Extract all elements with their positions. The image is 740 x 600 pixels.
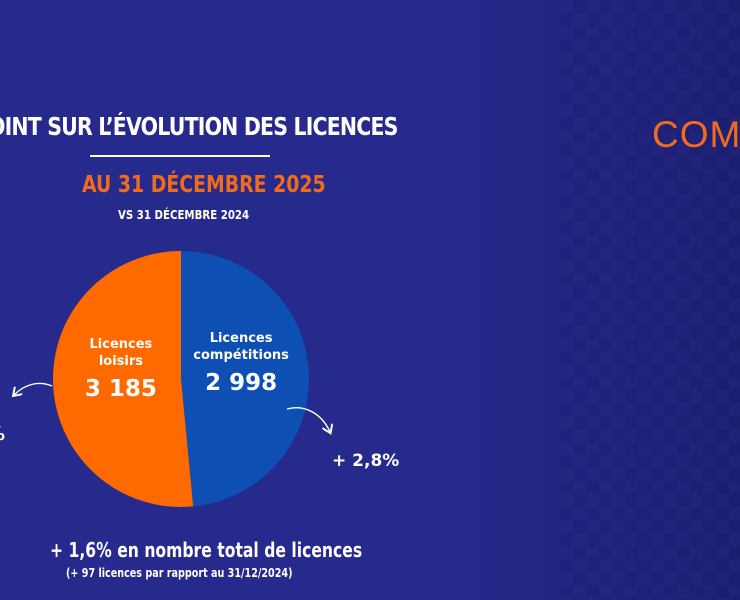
comparison-date: VS 31 DÉCEMBRE 2024: [118, 208, 250, 222]
right-panel-text: COM: [652, 114, 740, 155]
pie-slice-competitions: [181, 251, 309, 507]
background-gradient: [430, 0, 740, 600]
loisirs-change-arrow: [14, 382, 53, 395]
title-underline: [90, 155, 270, 157]
slice-value-loisirs: 3 185: [85, 376, 157, 402]
background-pattern: [560, 0, 740, 600]
loisirs-change-label: %: [0, 423, 5, 445]
competitions-change-label: + 2,8%: [332, 451, 399, 471]
date-subtitle: AU 31 DÉCEMBRE 2025: [82, 172, 326, 198]
total-change-text: + 1,6% en nombre total de licences: [50, 538, 363, 562]
slice-label-competitions-line-1: Licences: [210, 331, 273, 346]
slice-value-competitions: 2 998: [205, 370, 277, 396]
page-title: OINT SUR L’ÉVOLUTION DES LICENCES: [0, 112, 398, 141]
slice-label-loisirs-line-2: loisirs: [99, 354, 143, 369]
competitions-change-arrow: [286, 407, 330, 432]
total-change-detail: (+ 97 licences par rapport au 31/12/2024…: [66, 566, 293, 580]
slice-label-competitions-line-2: compétitions: [193, 348, 289, 363]
slice-label-loisirs-line-1: Licences: [90, 337, 153, 352]
pie-slice-loisirs: [52, 251, 194, 507]
